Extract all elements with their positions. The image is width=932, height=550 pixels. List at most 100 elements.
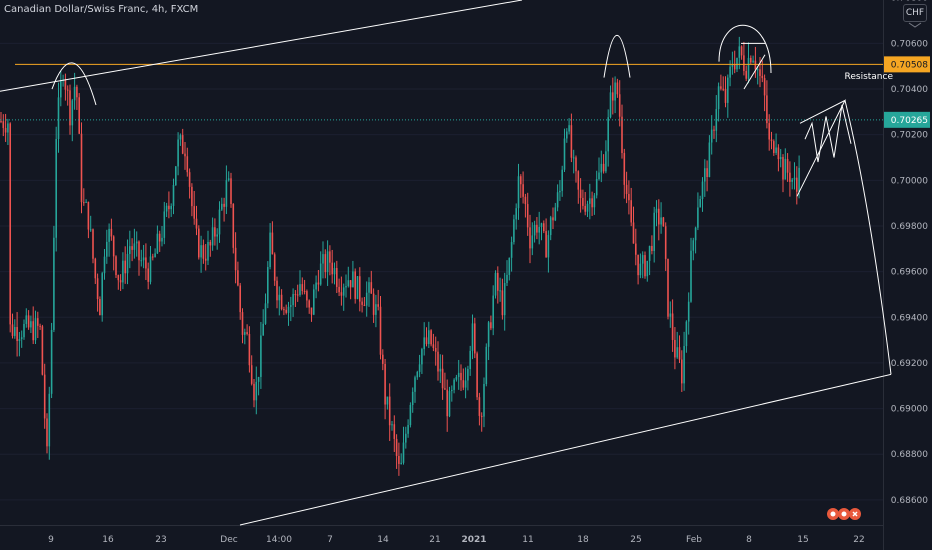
candle-body [303, 291, 306, 293]
candle-body [4, 127, 7, 133]
candle-body [317, 282, 320, 285]
candle-body [55, 139, 57, 238]
candle-body [198, 228, 200, 258]
candle-body [354, 271, 356, 299]
candle-body [142, 257, 145, 261]
candle-body [699, 199, 701, 208]
candle-body [163, 211, 166, 238]
candle-body [407, 425, 409, 434]
currency-badge[interactable]: CHF [903, 4, 927, 22]
candle-body [117, 275, 120, 281]
candle-body [796, 177, 798, 192]
price-tick-label: 0.70000 [891, 176, 928, 186]
candle-body [230, 178, 232, 204]
candle-body [14, 327, 16, 336]
candle-body [99, 299, 101, 316]
candle-body [11, 324, 14, 336]
candle-body [290, 305, 292, 307]
candle-body [766, 95, 768, 124]
candle-body [614, 82, 616, 101]
candle-body [57, 97, 60, 140]
candle-body [639, 263, 642, 276]
candle-body [736, 57, 738, 70]
candle-body [234, 247, 237, 271]
time-tick-label: 18 [577, 535, 589, 545]
candle-body [425, 337, 428, 345]
candle-body [621, 116, 623, 154]
candle-body [66, 89, 69, 91]
candle-body [543, 223, 545, 232]
candle-body [556, 192, 559, 208]
candle-body [483, 383, 485, 417]
candle-body [83, 202, 85, 204]
candle-body [221, 203, 223, 210]
candle-body [552, 217, 554, 221]
candle-body [340, 292, 343, 296]
candle-body [563, 138, 566, 170]
candle-body [676, 347, 678, 358]
candle-body [740, 46, 743, 56]
candle-body [655, 208, 658, 213]
candle-body [701, 181, 704, 200]
candle-body [85, 201, 87, 203]
candle-body [515, 208, 517, 220]
candle-body [101, 273, 103, 316]
candle-body [423, 337, 425, 350]
candle-body [632, 222, 635, 244]
candle-body [674, 339, 676, 358]
symbol-title[interactable]: Canadian Dollar/Swiss Franc, 4h, FXCM [4, 4, 199, 15]
candle-body [400, 462, 402, 464]
candle-body [687, 301, 690, 322]
candle-body [345, 286, 347, 288]
candle-body [635, 243, 637, 255]
candle-body [455, 377, 458, 380]
candle-body [216, 234, 218, 237]
time-tick-label: 9 [48, 535, 54, 545]
candle-body [777, 147, 780, 160]
candle-body [602, 163, 605, 172]
price-tick-label: 0.69600 [891, 268, 928, 278]
price-tick-label: 0.68800 [891, 450, 928, 460]
candle-body [329, 251, 331, 263]
candle-body [119, 280, 122, 283]
candle-body [579, 189, 582, 198]
chevron-icon [908, 22, 922, 28]
candle-body [218, 209, 221, 235]
time-tick-label: 23 [155, 535, 166, 545]
candle-body [600, 163, 603, 173]
candle-body [487, 322, 490, 347]
candle-body [260, 335, 262, 377]
candle-body [76, 86, 78, 98]
candle-body [524, 196, 527, 205]
candle-body [78, 97, 80, 134]
time-tick-label: 14:00 [266, 535, 292, 545]
candle-body [469, 350, 471, 370]
candle-body [349, 280, 352, 288]
wave-path [804, 104, 852, 163]
candle-body [510, 242, 513, 258]
candle-body [308, 300, 310, 308]
candle-body [768, 123, 770, 140]
candle-body [287, 306, 290, 313]
candle-body [409, 404, 412, 426]
candle-body [637, 254, 639, 276]
candle-body [156, 233, 159, 254]
candle-body [782, 157, 784, 180]
candle-body [669, 313, 672, 317]
candle-body [591, 198, 593, 208]
candle-body [480, 415, 483, 417]
candle-body [301, 284, 304, 292]
candle-body [745, 70, 747, 79]
resistance-price-tag [884, 56, 930, 73]
candle-body [432, 344, 435, 348]
candle-body [731, 64, 734, 67]
candle-body [717, 86, 720, 110]
candle-body [490, 322, 492, 329]
candle-body [678, 347, 681, 360]
candle-body [789, 172, 791, 182]
price-tick-label: 0.68600 [891, 496, 928, 506]
candle-body [572, 157, 575, 159]
candle-body [23, 323, 25, 338]
candle-body [25, 315, 28, 324]
